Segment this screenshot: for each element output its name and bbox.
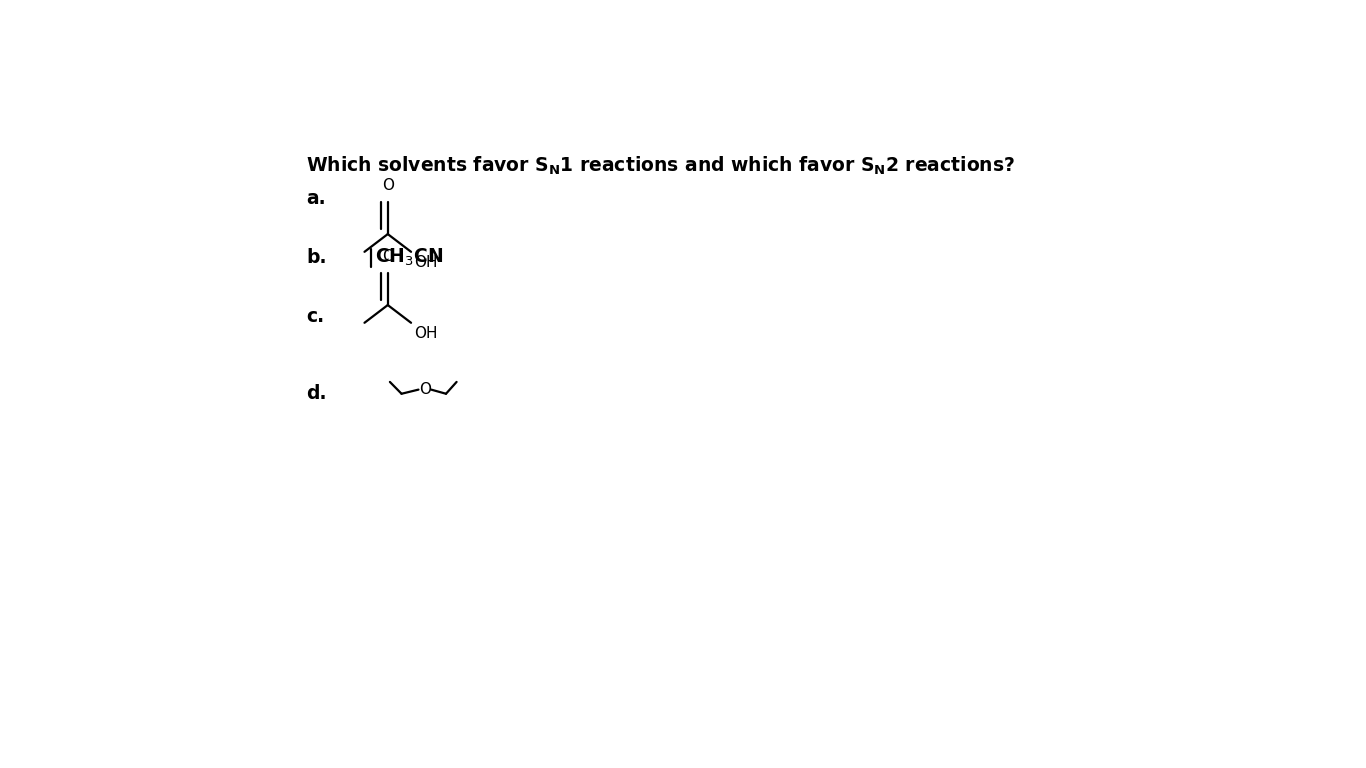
Text: OH: OH bbox=[414, 326, 437, 341]
Text: CH$_3$CN: CH$_3$CN bbox=[376, 247, 444, 268]
Text: Which solvents favor $\mathbf{S_N}$1 reactions and which favor $\mathbf{S_N}$2 r: Which solvents favor $\mathbf{S_N}$1 rea… bbox=[306, 154, 1015, 177]
Text: O: O bbox=[381, 177, 393, 193]
Text: a.: a. bbox=[306, 189, 326, 208]
Text: O: O bbox=[381, 249, 393, 263]
Text: b.: b. bbox=[306, 248, 326, 267]
Text: O: O bbox=[419, 382, 430, 397]
Text: c.: c. bbox=[306, 307, 324, 326]
Text: d.: d. bbox=[306, 384, 326, 403]
Text: OH: OH bbox=[414, 255, 437, 270]
